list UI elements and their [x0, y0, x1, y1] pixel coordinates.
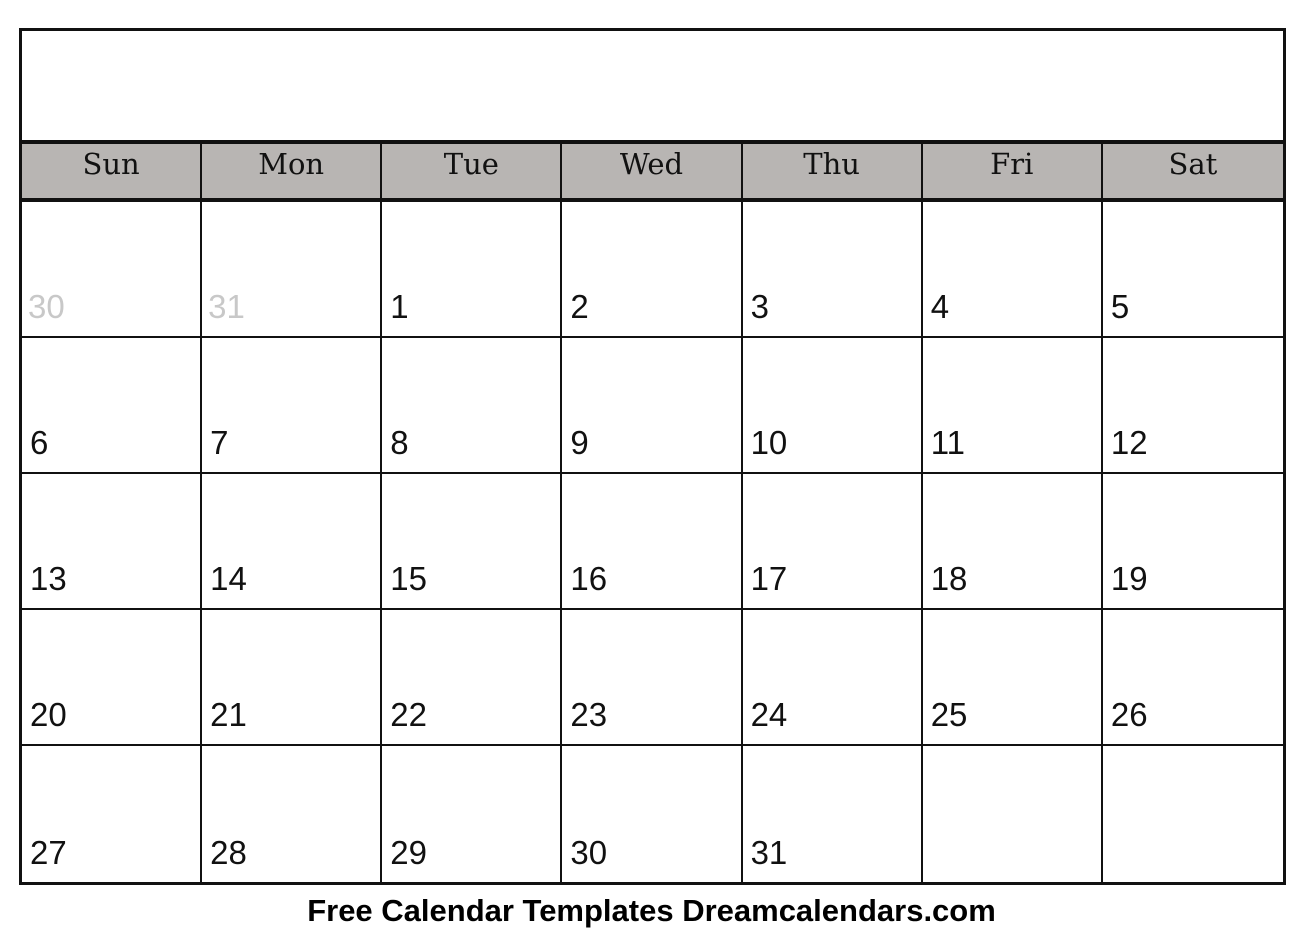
weekday-thu: Thu: [743, 144, 923, 198]
day-number: 17: [750, 560, 788, 597]
day-cell: 30: [22, 202, 203, 338]
day-cell: [1103, 746, 1283, 882]
day-grid: 30 31 1 2 3 4 5 6 7 8 9 10 11 12 13 14 15 16 17 18 19 20 21 22 2…: [22, 202, 1283, 882]
day-number: 13: [30, 560, 67, 597]
day-number: 21: [210, 696, 247, 733]
day-cell: 24: [742, 610, 923, 746]
day-number: 3: [750, 288, 769, 325]
weekday-sun: Sun: [22, 144, 203, 198]
day-cell: 23: [562, 610, 743, 746]
day-number: 26: [1110, 696, 1148, 733]
day-cell: 30: [562, 746, 743, 882]
day-cell: 15: [382, 474, 563, 610]
day-cell: 29: [382, 746, 563, 882]
day-cell: 11: [922, 338, 1103, 474]
day-cell: 7: [202, 338, 383, 474]
day-number: 28: [210, 834, 247, 871]
weekday-fri: Fri: [923, 144, 1103, 198]
day-number: 27: [30, 834, 67, 871]
day-cell: 25: [922, 610, 1103, 746]
day-number: 25: [930, 696, 968, 733]
day-cell: 3: [742, 202, 923, 338]
day-number: 31: [208, 288, 245, 325]
day-number: 6: [30, 424, 49, 461]
day-number: 29: [390, 834, 427, 871]
weekday-tue: Tue: [382, 144, 563, 198]
day-cell: 21: [202, 610, 383, 746]
day-cell: 27: [22, 746, 203, 882]
day-number: 5: [1110, 288, 1130, 325]
day-cell: 22: [382, 610, 563, 746]
day-number: 12: [1110, 424, 1148, 461]
weekday-sat: Sat: [1168, 147, 1218, 181]
weekday-header: Sun Mon Tue Wed Thu Fri Sat: [22, 144, 1283, 202]
day-cell: 31: [743, 746, 923, 882]
day-cell: 18: [922, 474, 1103, 610]
day-cell: 17: [742, 474, 923, 610]
day-number: 11: [930, 424, 965, 461]
day-cell: 28: [202, 746, 383, 882]
footer-credit: Free Calendar Templates Dreamcalendars.c…: [307, 893, 996, 928]
day-number: 16: [570, 560, 608, 597]
day-cell: 31: [202, 202, 383, 338]
day-cell: 16: [562, 474, 743, 610]
day-number: 2: [570, 288, 589, 325]
weekday-mon: Mon: [202, 144, 383, 198]
day-cell: 12: [1102, 338, 1283, 474]
day-cell: 1: [382, 202, 563, 338]
day-cell: 9: [562, 338, 743, 474]
calendar: Sun Mon Tue Wed Thu Fri Sat 30 31 1 2 3 4 5 6 7 8 9 10 11 1…: [19, 28, 1286, 885]
day-cell: [923, 746, 1103, 882]
day-number: 20: [30, 696, 67, 733]
day-number: 22: [390, 696, 427, 733]
day-cell: 10: [742, 338, 923, 474]
day-cell: 8: [382, 338, 563, 474]
day-cell: 2: [562, 202, 743, 338]
day-number: 31: [750, 834, 788, 871]
day-cell: 6: [22, 338, 203, 474]
day-cell: 14: [202, 474, 383, 610]
day-number: 1: [390, 288, 409, 325]
day-number: 19: [1110, 560, 1148, 597]
day-cell: 5: [1102, 202, 1283, 338]
day-number: 4: [930, 288, 950, 325]
day-cell: 19: [1102, 474, 1283, 610]
day-number: 7: [210, 424, 229, 461]
day-number: 30: [28, 288, 65, 325]
day-number: 10: [750, 424, 788, 461]
day-cell: 4: [922, 202, 1103, 338]
day-cell: 13: [22, 474, 203, 610]
day-number: 18: [930, 560, 968, 597]
day-number: 23: [570, 696, 608, 733]
month-title-area: [22, 31, 1283, 144]
day-number: 30: [570, 834, 608, 871]
day-cell: 26: [1102, 610, 1283, 746]
day-number: 14: [210, 560, 247, 597]
day-number: 8: [390, 424, 409, 461]
day-number: 9: [570, 424, 589, 461]
day-number: 15: [390, 560, 427, 597]
day-number: 24: [750, 696, 788, 733]
day-cell: 20: [22, 610, 203, 746]
weekday-wed: Wed: [562, 144, 743, 198]
